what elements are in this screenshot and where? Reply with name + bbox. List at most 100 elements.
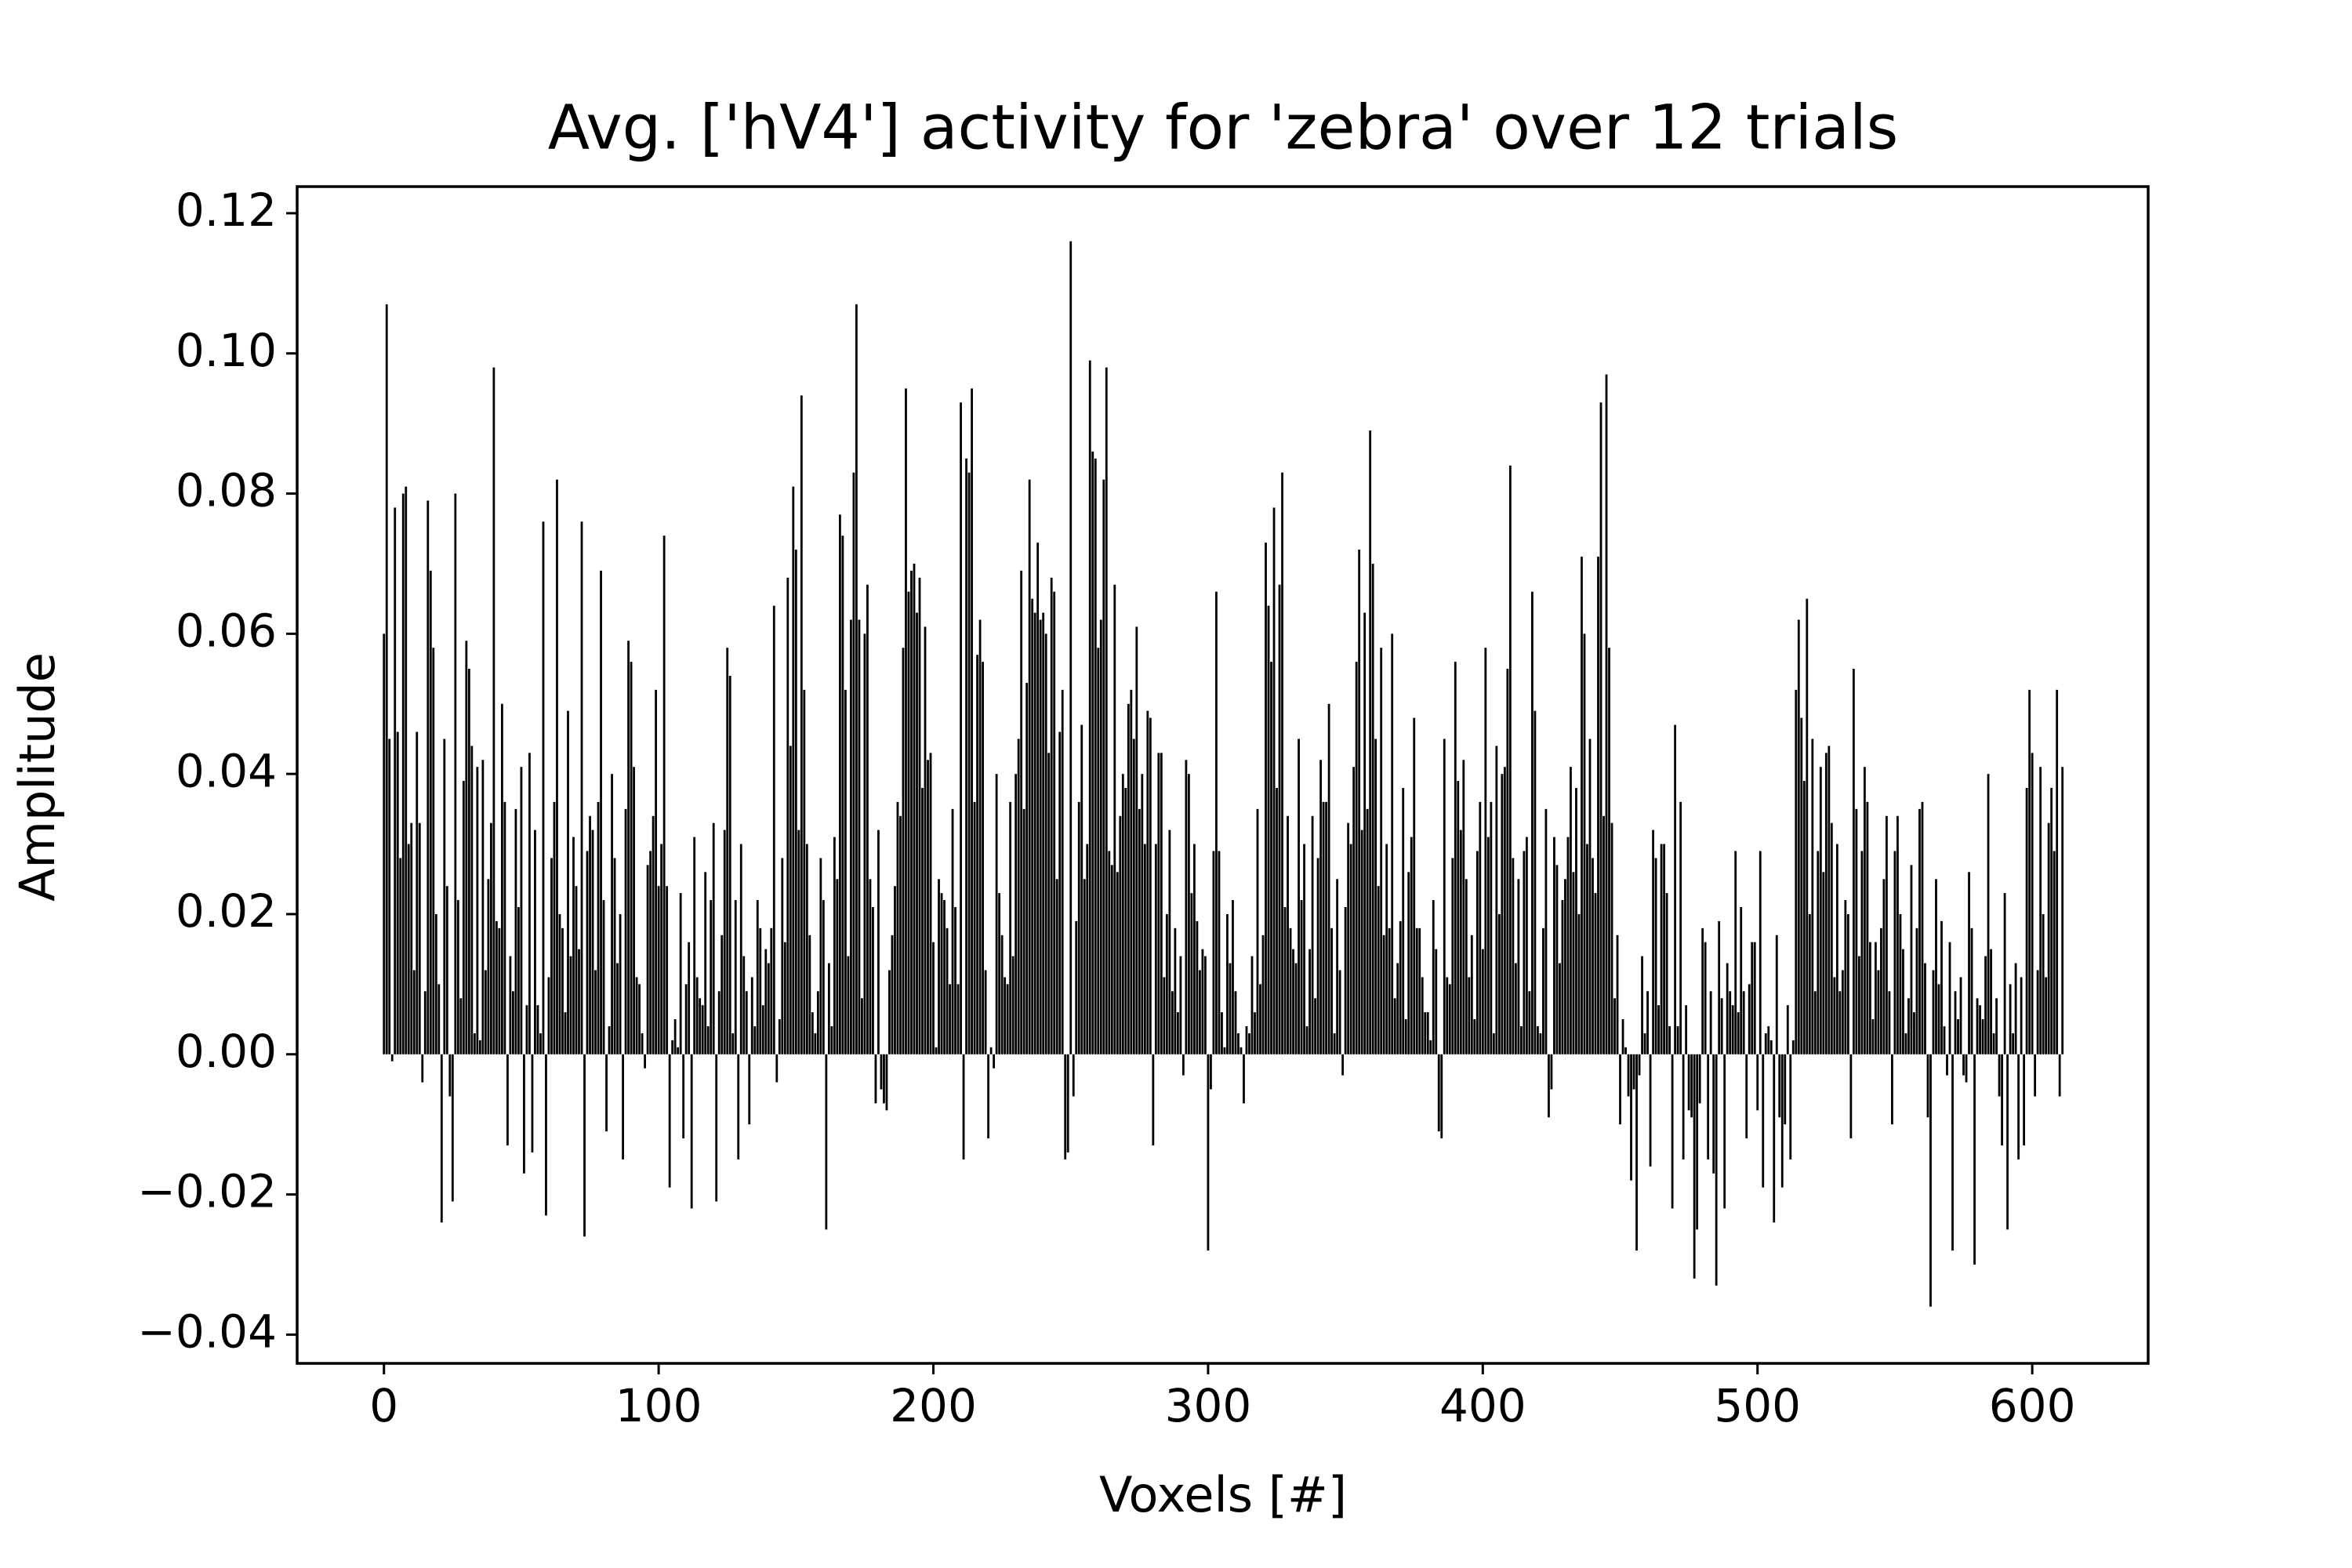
bar <box>1841 970 1844 1054</box>
bar <box>2045 977 2048 1054</box>
bar <box>1229 963 1232 1054</box>
bar <box>1503 767 1506 1054</box>
bar <box>1679 801 1682 1054</box>
bar <box>1610 822 1613 1054</box>
bar <box>1437 1054 1440 1132</box>
bar <box>1924 963 1926 1054</box>
bar <box>421 1054 424 1083</box>
bar <box>803 689 806 1054</box>
bar <box>1602 815 1605 1054</box>
bar <box>1020 570 1023 1054</box>
bar <box>935 1047 938 1054</box>
bar <box>792 486 795 1054</box>
bar <box>1726 963 1729 1054</box>
bar <box>753 1025 757 1054</box>
bar <box>462 781 465 1054</box>
x-tick-label: 400 <box>1439 1379 1526 1432</box>
bar <box>1762 1054 1765 1188</box>
bar <box>1646 991 1649 1054</box>
bar <box>1992 1033 1995 1054</box>
bar <box>1789 1054 1792 1160</box>
bar <box>1199 970 1201 1054</box>
bar <box>1256 808 1259 1054</box>
bar <box>789 746 792 1054</box>
bar <box>399 858 402 1054</box>
bar <box>1987 774 1990 1054</box>
bar <box>1022 808 1025 1054</box>
bar <box>575 886 578 1054</box>
bar <box>1028 479 1031 1054</box>
bar <box>954 907 956 1054</box>
bar <box>418 822 421 1054</box>
bar <box>1519 1025 1523 1054</box>
bar <box>1599 402 1602 1054</box>
x-axis-label: Voxels [#] <box>1099 1466 1347 1523</box>
bar <box>1990 949 1992 1054</box>
bar <box>1267 605 1270 1054</box>
bar <box>910 570 913 1054</box>
bar <box>1459 829 1462 1054</box>
bar <box>1196 920 1199 1054</box>
bar <box>525 1005 528 1054</box>
bar <box>1435 949 1438 1054</box>
bar <box>1042 612 1045 1054</box>
bar <box>1341 1054 1345 1076</box>
bar <box>1778 1054 1781 1118</box>
bar <box>630 662 633 1054</box>
bar <box>1424 1012 1427 1054</box>
bar <box>699 998 702 1054</box>
bar <box>1833 977 1836 1054</box>
bar <box>1608 648 1610 1054</box>
bar <box>1410 837 1413 1054</box>
bar <box>586 851 589 1054</box>
bar <box>847 956 850 1054</box>
bar <box>1657 1005 1660 1054</box>
bar <box>673 1019 677 1054</box>
bar <box>1210 1054 1212 1090</box>
bar <box>1355 662 1358 1054</box>
bar <box>1366 808 1369 1054</box>
bar <box>1852 669 1855 1054</box>
bar <box>819 858 822 1054</box>
bar <box>567 710 569 1054</box>
bar <box>531 1054 534 1152</box>
bar <box>1429 1040 1432 1054</box>
bar <box>534 829 536 1054</box>
bar <box>1740 907 1743 1054</box>
bar <box>1254 1012 1256 1054</box>
bar <box>416 731 419 1054</box>
bar <box>1830 822 1833 1054</box>
bar <box>1421 977 1424 1054</box>
bar <box>2053 851 2056 1054</box>
bar <box>1643 1033 1646 1054</box>
y-tick-label: 0.00 <box>176 1025 277 1078</box>
bar <box>1559 963 1561 1054</box>
bar <box>454 493 457 1054</box>
bar <box>989 1047 993 1054</box>
bar <box>927 760 929 1054</box>
bar <box>1097 648 1100 1054</box>
chart-title: Avg. ['hV4'] activity for 'zebra' over 1… <box>548 93 1899 163</box>
bar <box>1185 760 1188 1054</box>
bar <box>407 844 410 1054</box>
bar <box>1871 1019 1875 1054</box>
bar <box>993 1054 996 1069</box>
bar <box>808 935 811 1054</box>
bar <box>589 815 591 1054</box>
bar <box>506 1054 509 1145</box>
bar <box>1448 984 1451 1054</box>
bar <box>613 858 616 1054</box>
bar <box>874 1054 877 1104</box>
bar <box>1868 942 1871 1054</box>
bar <box>805 844 808 1054</box>
x-tick-label: 0 <box>369 1379 398 1432</box>
bar <box>1190 893 1193 1054</box>
bar <box>1748 984 1751 1054</box>
bar <box>1561 900 1564 1054</box>
bar <box>451 1054 454 1202</box>
bar <box>602 900 605 1054</box>
bar <box>1234 991 1237 1054</box>
bar <box>2025 788 2028 1054</box>
bar <box>465 641 468 1054</box>
bar <box>855 304 858 1054</box>
